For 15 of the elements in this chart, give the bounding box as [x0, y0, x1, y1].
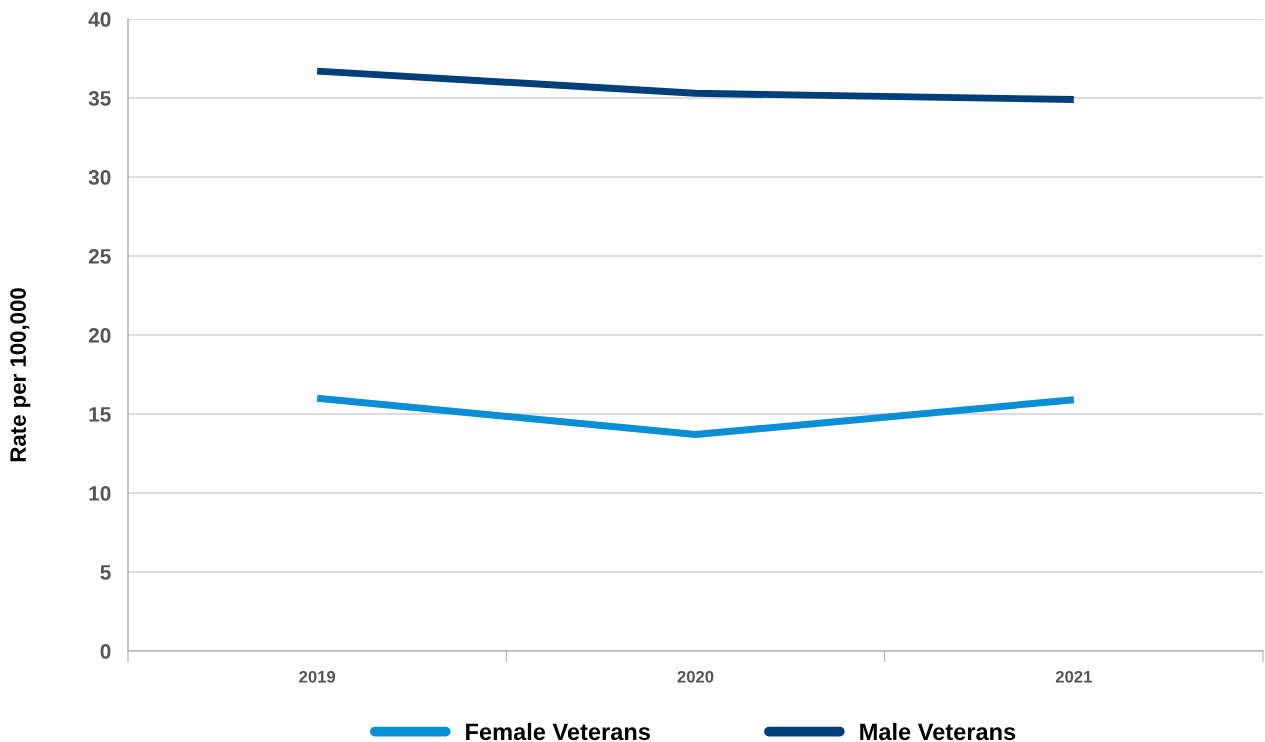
y-tick-label: 15 [89, 407, 111, 422]
y-tick-label: 20 [88, 328, 111, 343]
y-tick-label: 30 [88, 170, 111, 185]
legend-label: Male Veterans [860, 722, 1016, 741]
y-tick-label: 25 [88, 249, 111, 264]
y-tick-label: 35 [88, 91, 111, 106]
x-tick-label: 2020 [677, 670, 714, 683]
y-tick-label: 5 [100, 565, 111, 580]
y-axis-title: Rate per 100,000 [10, 288, 31, 462]
x-tick-label: 2021 [1055, 670, 1092, 683]
y-tick-label: 0 [100, 644, 111, 659]
y-tick-label: 10 [89, 486, 111, 501]
y-tick-label: 40 [88, 12, 111, 27]
x-tick-label: 2019 [299, 670, 336, 683]
legend-label: Female Veterans [466, 722, 650, 741]
